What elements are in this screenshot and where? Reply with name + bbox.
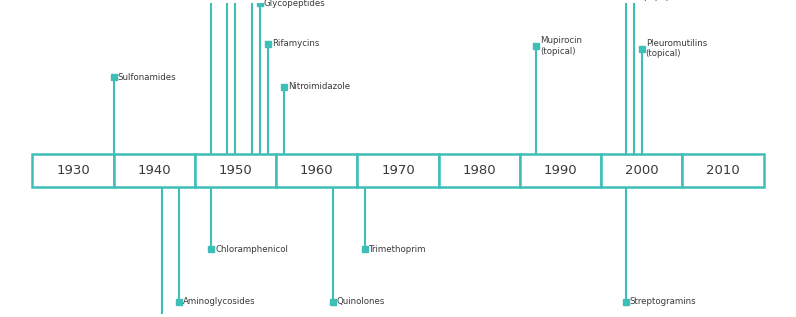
Text: Streptogramins: Streptogramins [630, 297, 696, 307]
Bar [33, 154, 114, 187]
Bar [276, 154, 357, 187]
Text: Sulfonamides: Sulfonamides [118, 73, 176, 82]
Bar [195, 154, 276, 187]
Text: Pleuromutilins
(topical): Pleuromutilins (topical) [646, 39, 707, 58]
Text: Mupirocin
(topical): Mupirocin (topical) [540, 36, 582, 56]
Text: 1970: 1970 [381, 164, 415, 177]
Text: 1930: 1930 [56, 164, 90, 177]
Text: Glycopeptides: Glycopeptides [263, 0, 326, 8]
Text: 1980: 1980 [462, 164, 496, 177]
Text: 1960: 1960 [300, 164, 334, 177]
Text: 1940: 1940 [138, 164, 171, 177]
Bar [601, 154, 682, 187]
Text: Quinolones: Quinolones [337, 297, 385, 307]
Text: Chloramphenicol: Chloramphenicol [215, 245, 288, 254]
Bar [439, 154, 520, 187]
Text: Aminoglycosides: Aminoglycosides [182, 297, 256, 307]
Bar [682, 154, 763, 187]
Text: 1950: 1950 [219, 164, 252, 177]
Text: Rifamycins: Rifamycins [272, 39, 319, 48]
Text: 1990: 1990 [544, 164, 577, 177]
Text: 2010: 2010 [706, 164, 740, 177]
Text: Lipopeptides: Lipopeptides [638, 0, 693, 1]
Text: Nitroimidazole: Nitroimidazole [288, 82, 350, 91]
Bar [357, 154, 439, 187]
Text: 2000: 2000 [625, 164, 658, 177]
Bar [114, 154, 195, 187]
Bar [520, 154, 601, 187]
Text: Trimethoprim: Trimethoprim [369, 245, 427, 254]
